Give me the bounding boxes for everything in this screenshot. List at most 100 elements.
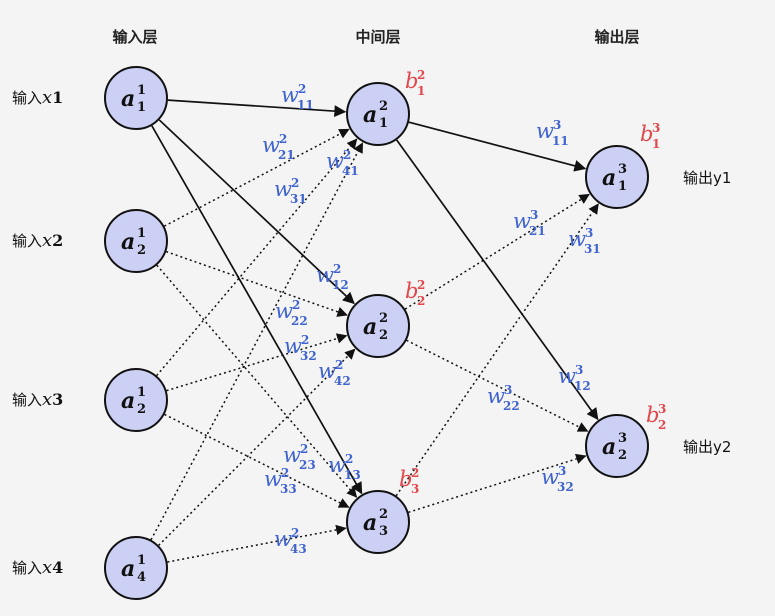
svg-text:2: 2 — [301, 333, 309, 347]
svg-text:42: 42 — [334, 374, 351, 388]
node-in3: a 1 2 — [104, 368, 168, 432]
node-in2: a 1 2 — [104, 209, 168, 273]
svg-text:2: 2 — [279, 132, 287, 146]
node-superscript: 1 — [137, 385, 146, 400]
svg-text:b: b — [405, 69, 418, 93]
weight-label-w21-3: w 3 21 — [513, 208, 546, 238]
node-h3: a 2 3 — [346, 490, 410, 554]
svg-text:2: 2 — [345, 452, 353, 466]
node-symbol: a — [602, 434, 616, 460]
input-layer-title: 输入层 — [112, 28, 157, 46]
svg-text:21: 21 — [278, 148, 295, 162]
node-superscript: 2 — [379, 507, 388, 522]
svg-text:33: 33 — [280, 482, 297, 496]
svg-text:2: 2 — [281, 466, 289, 480]
weight-label-w43-2: w 2 43 — [274, 526, 307, 556]
svg-text:w: w — [264, 467, 282, 491]
node-circle — [104, 368, 168, 432]
node-symbol: a — [121, 388, 135, 414]
node-superscript: 1 — [137, 553, 146, 568]
svg-text:w: w — [283, 443, 301, 467]
weight-label-w32-2: w 2 32 — [284, 333, 317, 363]
edge-in3-h2 — [166, 333, 348, 392]
weight-label-w13-2: w 2 13 — [328, 452, 361, 482]
node-circle — [346, 82, 410, 146]
edges-group — [150, 99, 599, 563]
edge-h1-o1 — [408, 121, 587, 172]
node-h1: a 2 1 — [346, 82, 410, 146]
edge-in1-h3 — [151, 125, 363, 495]
svg-text:11: 11 — [552, 134, 569, 148]
input-label-1: 输入x1 — [12, 87, 63, 108]
svg-text:3: 3 — [530, 208, 538, 222]
node-superscript: 3 — [618, 162, 627, 177]
input-label-3: 输入x3 — [12, 389, 63, 410]
edge-h1-o2 — [396, 139, 599, 421]
nodes-group: a 11a 12a 12a 14a 21a 22a 23a 31a 32 — [104, 66, 649, 600]
node-circle — [104, 66, 168, 130]
svg-text:32: 32 — [557, 480, 574, 494]
hidden-layer-title: 中间层 — [355, 28, 400, 46]
svg-text:w: w — [487, 384, 505, 408]
svg-text:12: 12 — [332, 278, 349, 292]
node-subscript: 2 — [137, 243, 146, 258]
svg-text:w: w — [513, 209, 531, 233]
node-symbol: a — [121, 556, 135, 582]
node-symbol: a — [121, 86, 135, 112]
svg-text:3: 3 — [652, 121, 660, 135]
svg-text:w: w — [558, 364, 576, 388]
weight-label-w11-3: w 3 11 — [536, 118, 569, 148]
svg-text:2: 2 — [417, 68, 425, 82]
svg-text:1: 1 — [417, 84, 425, 98]
svg-text:12: 12 — [574, 379, 591, 393]
svg-text:3: 3 — [585, 226, 593, 240]
node-circle — [346, 294, 410, 358]
svg-text:b: b — [399, 467, 412, 491]
node-superscript: 3 — [618, 431, 627, 446]
node-circle — [104, 209, 168, 273]
svg-text:w: w — [275, 299, 293, 323]
weight-label-w12-2: w 2 12 — [316, 262, 349, 292]
svg-text:13: 13 — [344, 468, 361, 482]
svg-text:2: 2 — [292, 298, 300, 312]
weight-label-w11-2: w 2 11 — [281, 82, 314, 112]
weight-label-w22-2: w 222 — [275, 298, 308, 328]
svg-text:w: w — [274, 177, 292, 201]
svg-text:22: 22 — [503, 399, 520, 413]
svg-text:2: 2 — [291, 526, 299, 540]
weight-label-w42-2: w 2 42 — [318, 358, 351, 388]
svg-text:w: w — [541, 465, 559, 489]
svg-text:2: 2 — [343, 148, 351, 162]
node-o1: a 3 1 — [585, 145, 649, 209]
svg-text:b: b — [405, 279, 418, 303]
node-subscript: 2 — [618, 448, 627, 463]
svg-text:w: w — [326, 149, 344, 173]
svg-text:w: w — [284, 334, 302, 358]
svg-text:3: 3 — [411, 482, 419, 496]
node-circle — [585, 145, 649, 209]
weight-label-w33-2: w 2 33 — [264, 466, 297, 496]
edge-h2-o2 — [406, 339, 589, 432]
svg-text:w: w — [328, 453, 346, 477]
node-superscript: 1 — [137, 83, 146, 98]
input-label-2: 输入x2 — [12, 230, 63, 251]
edge-in1-h1 — [167, 99, 347, 118]
edge-in2-h2 — [165, 250, 348, 317]
node-superscript: 2 — [379, 99, 388, 114]
svg-text:w: w — [262, 133, 280, 157]
edge-h2-o1 — [404, 193, 590, 310]
edge-in4-h2 — [158, 348, 356, 546]
svg-text:2: 2 — [298, 82, 306, 96]
bias-label-b1-2: b2 1 — [405, 68, 425, 98]
svg-text:11: 11 — [297, 98, 314, 112]
output-labels-group: 输出y1 输出y2 — [683, 169, 731, 456]
svg-text:43: 43 — [290, 542, 307, 556]
svg-text:22: 22 — [291, 314, 308, 328]
node-symbol: a — [363, 510, 377, 536]
svg-text:3: 3 — [575, 363, 583, 377]
svg-text:w: w — [536, 119, 554, 143]
weight-label-w23-2: w 2 23 — [283, 442, 316, 472]
output-label-1: 输出y1 — [683, 169, 731, 187]
